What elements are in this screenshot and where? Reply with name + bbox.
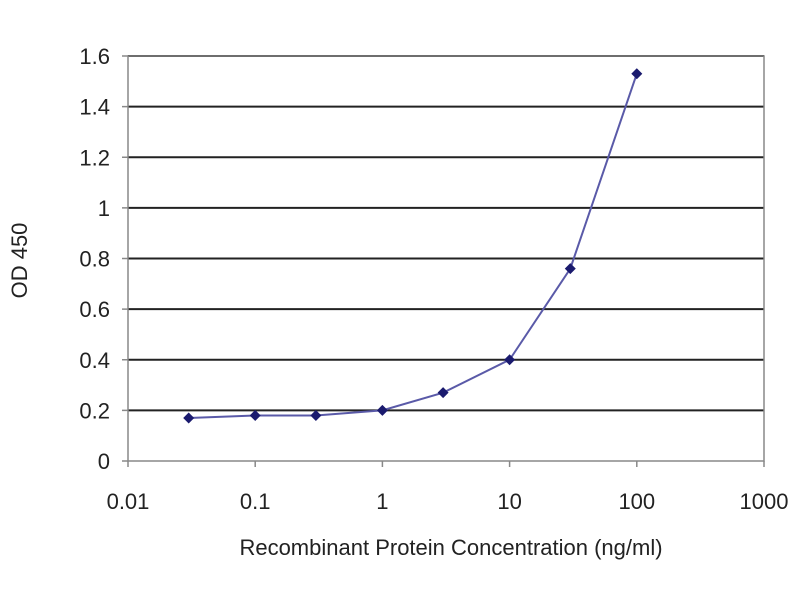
x-tick-label: 0.1 <box>240 489 271 514</box>
y-tick-label: 1.2 <box>79 145 110 170</box>
series-layer <box>183 68 643 424</box>
data-point <box>249 409 261 421</box>
y-tick-label: 0.6 <box>79 297 110 322</box>
y-tick-label: 0.4 <box>79 348 110 373</box>
x-tick-label: 100 <box>618 489 655 514</box>
data-point <box>631 68 643 80</box>
data-point <box>564 263 576 275</box>
gridlines <box>128 55 764 412</box>
data-point <box>376 404 388 416</box>
data-point <box>183 412 195 424</box>
x-tick-label: 10 <box>497 489 521 514</box>
x-axis-title: Recombinant Protein Concentration (ng/ml… <box>239 535 662 560</box>
y-tick-label: 0.8 <box>79 247 110 272</box>
data-point <box>310 409 322 421</box>
y-tick-label: 0 <box>98 449 110 474</box>
x-tick-label: 1000 <box>740 489 789 514</box>
y-tick-label: 1.6 <box>79 44 110 69</box>
x-tick-label: 1 <box>376 489 388 514</box>
y-axis-title: OD 450 <box>7 223 32 299</box>
y-axis-ticks: 0 0.2 0.4 0.6 0.8 1 1.2 1.4 1.6 <box>79 44 128 474</box>
x-axis-ticks: 0.01 0.1 1 10 100 1000 <box>107 461 789 514</box>
series-line <box>188 73 638 419</box>
data-point <box>437 387 449 399</box>
y-tick-label: 0.2 <box>79 398 110 423</box>
x-tick-label: 0.01 <box>107 489 150 514</box>
y-tick-label: 1 <box>98 196 110 221</box>
y-tick-label: 1.4 <box>79 95 110 120</box>
data-point <box>504 354 516 366</box>
